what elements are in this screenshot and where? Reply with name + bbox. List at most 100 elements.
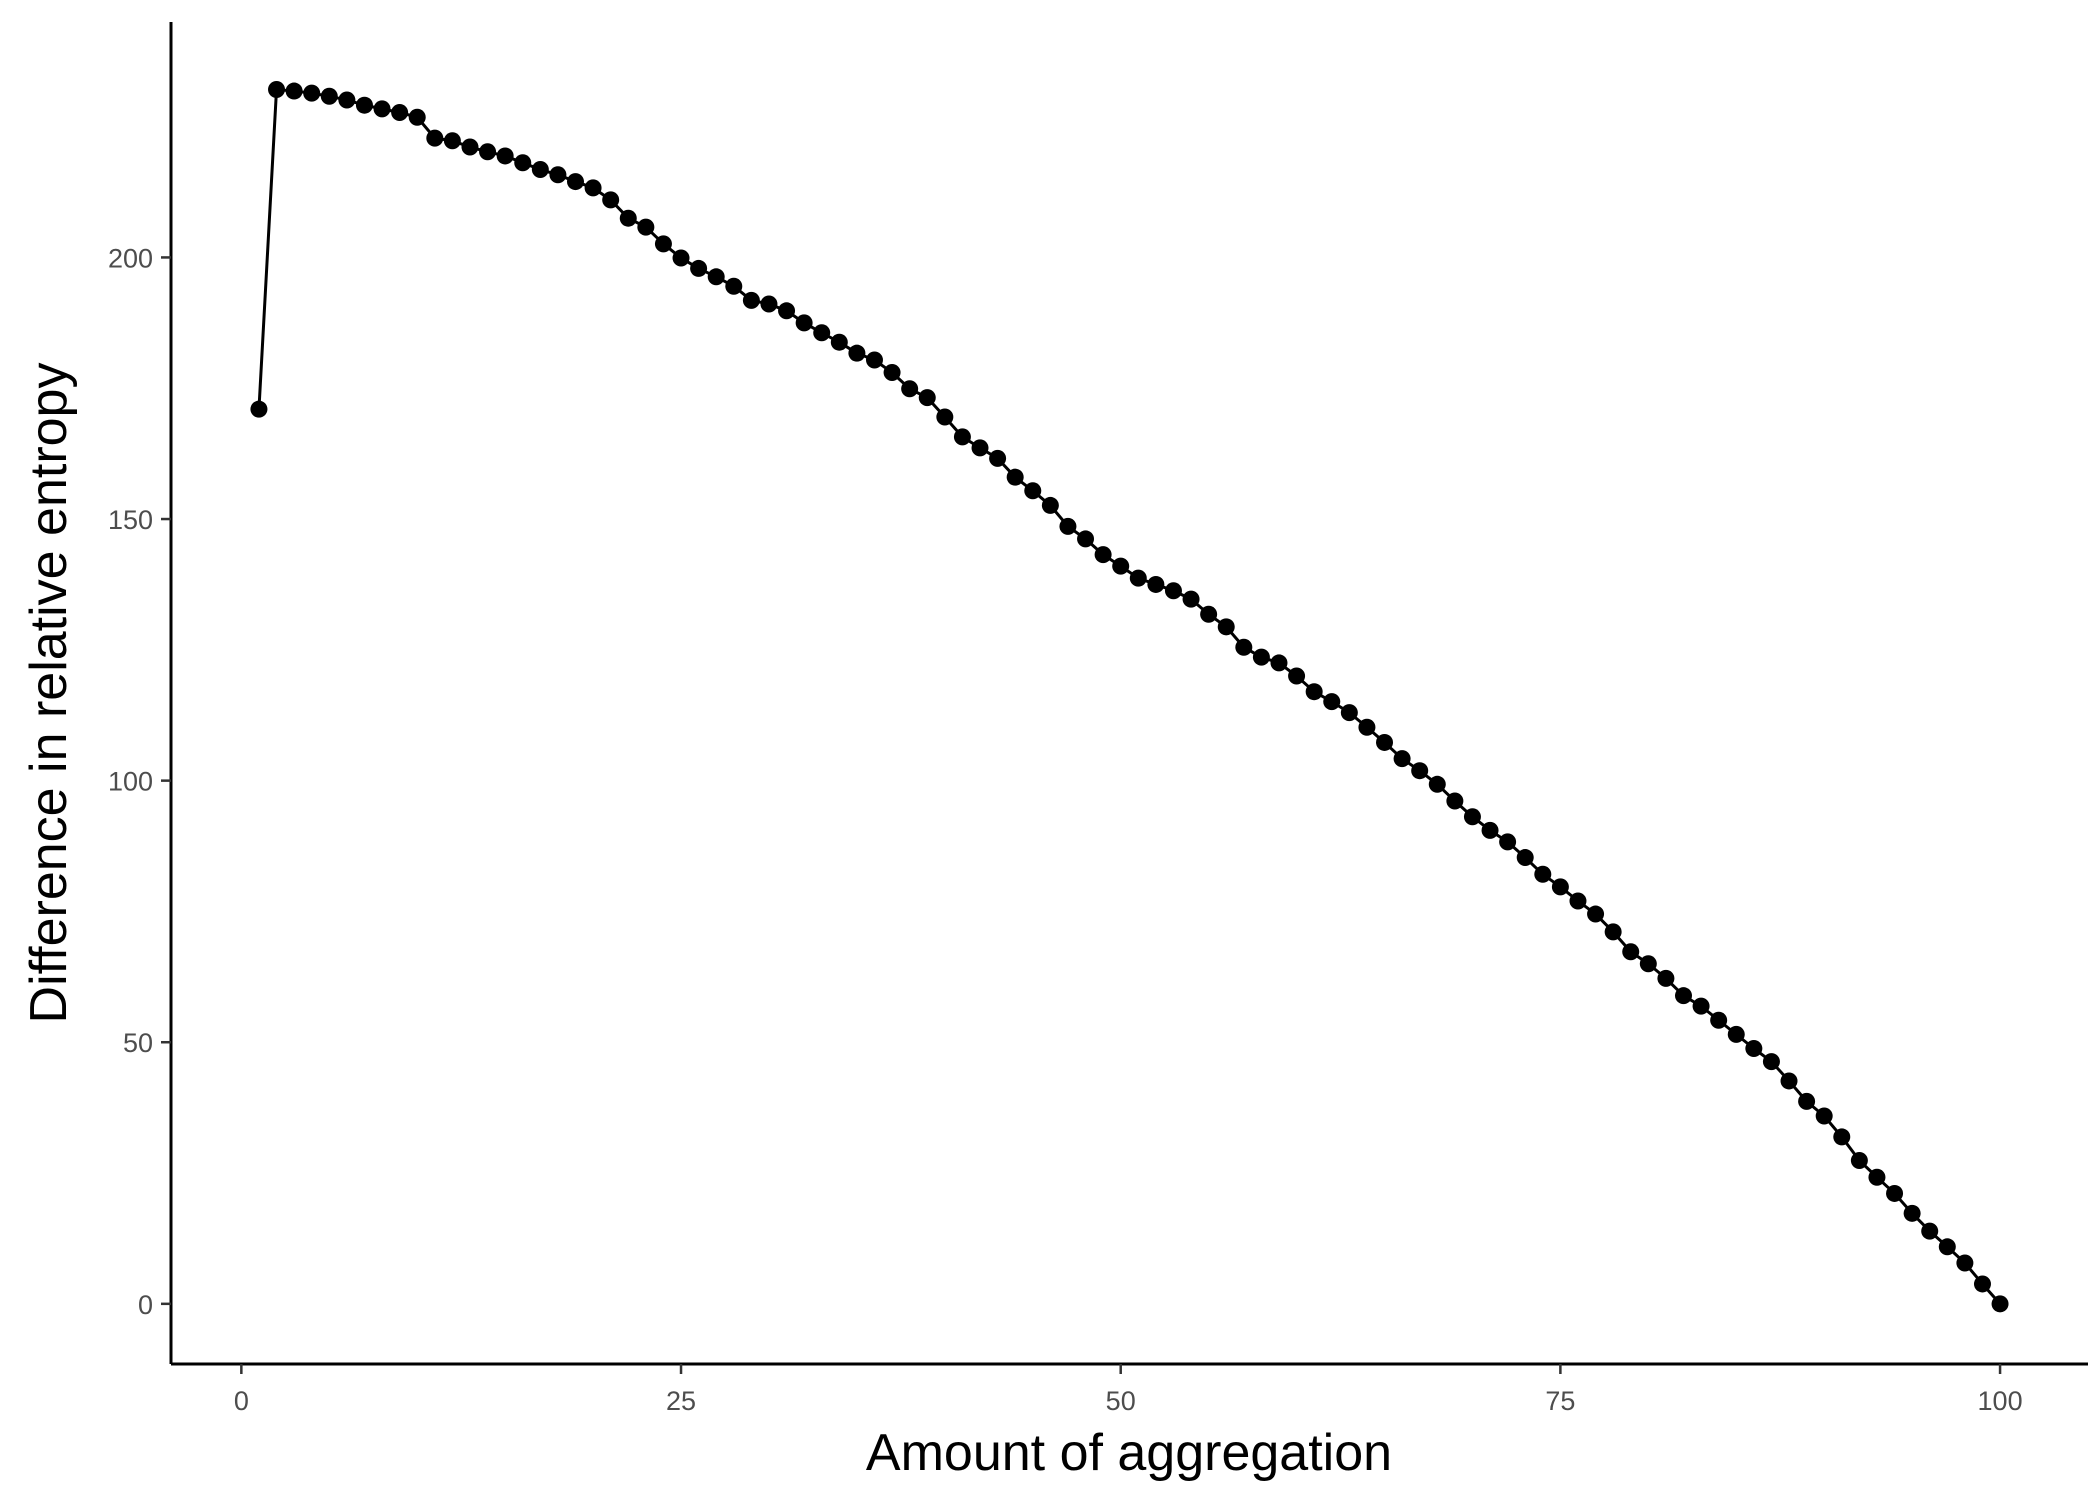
data-point [1340, 704, 1358, 722]
data-point [426, 129, 444, 147]
data-point [1463, 808, 1481, 826]
y-tick-label: 200 [108, 243, 153, 273]
data-point [1921, 1222, 1939, 1240]
data-point [778, 302, 796, 320]
data-point [1798, 1092, 1816, 1110]
data-point [707, 268, 725, 286]
data-point [830, 333, 848, 351]
data-point [1077, 530, 1095, 548]
data-point [1710, 1011, 1728, 1029]
data-point [567, 173, 584, 191]
data-point [1692, 997, 1710, 1015]
data-point [1252, 648, 1270, 666]
data-point [1006, 468, 1024, 486]
data-point [1411, 762, 1429, 780]
x-tick-label: 75 [1545, 1386, 1575, 1416]
data-point [1147, 575, 1165, 593]
series-line [257, 87, 2002, 1305]
data-point [496, 147, 514, 165]
data-point [1745, 1040, 1763, 1058]
data-point [1780, 1072, 1798, 1090]
data-point [461, 138, 479, 156]
data-point [1868, 1168, 1886, 1186]
data-point [1587, 905, 1605, 923]
y-tick-label: 50 [123, 1028, 153, 1058]
data-point [813, 324, 831, 342]
data-point [1112, 557, 1130, 575]
y-tick-label: 0 [138, 1290, 153, 1320]
data-point [479, 143, 497, 161]
data-point [391, 104, 409, 122]
data-point [514, 154, 532, 172]
data-point [1675, 987, 1692, 1005]
data-point [1569, 892, 1587, 910]
data-point [690, 259, 708, 277]
data-point [373, 100, 391, 118]
data-point [1358, 718, 1376, 736]
data-point [250, 400, 268, 418]
data-point [1604, 923, 1622, 941]
data-point [619, 209, 637, 227]
x-tick-label: 100 [1978, 1386, 2023, 1416]
data-point [1305, 683, 1323, 701]
data-point [1393, 750, 1411, 768]
data-point [1833, 1128, 1851, 1146]
data-point [1446, 792, 1464, 810]
data-point [1481, 821, 1499, 839]
data-point [584, 179, 602, 197]
data-point [408, 108, 426, 126]
data-point [936, 408, 954, 426]
data-point [953, 428, 971, 446]
data-point [1956, 1254, 1974, 1272]
data-point [549, 166, 567, 184]
data-point [883, 364, 901, 382]
data-point [1886, 1184, 1904, 1202]
x-axis-title: Amount of aggregation [866, 1424, 1392, 1482]
data-point [355, 96, 373, 114]
data-point [725, 277, 743, 295]
data-point [1499, 833, 1517, 851]
data-point [795, 314, 813, 332]
data-point [1323, 693, 1341, 711]
data-point [268, 80, 286, 98]
data-point [1657, 969, 1675, 987]
data-point [637, 218, 655, 236]
data-point [1815, 1107, 1833, 1125]
plot-marks [250, 80, 2009, 1313]
data-point [320, 87, 338, 105]
y-tick-label: 150 [108, 505, 153, 535]
data-point [1059, 517, 1077, 535]
data-point [1288, 667, 1306, 685]
y-tick-label: 100 [108, 767, 153, 797]
data-point [1094, 546, 1112, 564]
x-tick-label: 0 [234, 1386, 249, 1416]
data-point [1164, 582, 1182, 600]
data-point [1428, 775, 1446, 793]
data-point [1376, 733, 1394, 751]
data-point [1129, 569, 1147, 587]
data-point [1938, 1238, 1956, 1256]
data-point [1041, 496, 1059, 514]
x-tick-label: 25 [666, 1386, 696, 1416]
data-point [1516, 849, 1534, 867]
data-point [338, 91, 356, 109]
data-point [1727, 1025, 1745, 1043]
data-point [848, 344, 866, 362]
data-point [303, 84, 321, 102]
data-point [742, 291, 760, 309]
data-point [531, 161, 549, 179]
data-point [1973, 1275, 1991, 1293]
data-point [672, 249, 690, 267]
data-point [971, 439, 989, 457]
data-point [1534, 865, 1552, 883]
data-point [918, 389, 936, 407]
data-point [1235, 638, 1253, 656]
data-point [1903, 1204, 1921, 1222]
data-point [1639, 955, 1657, 973]
data-point [1991, 1295, 2009, 1313]
data-point [654, 235, 672, 253]
data-point [1024, 482, 1042, 500]
data-point [1551, 878, 1569, 896]
x-axis-ticks: 0 25 50 75 100 [234, 1364, 2023, 1416]
